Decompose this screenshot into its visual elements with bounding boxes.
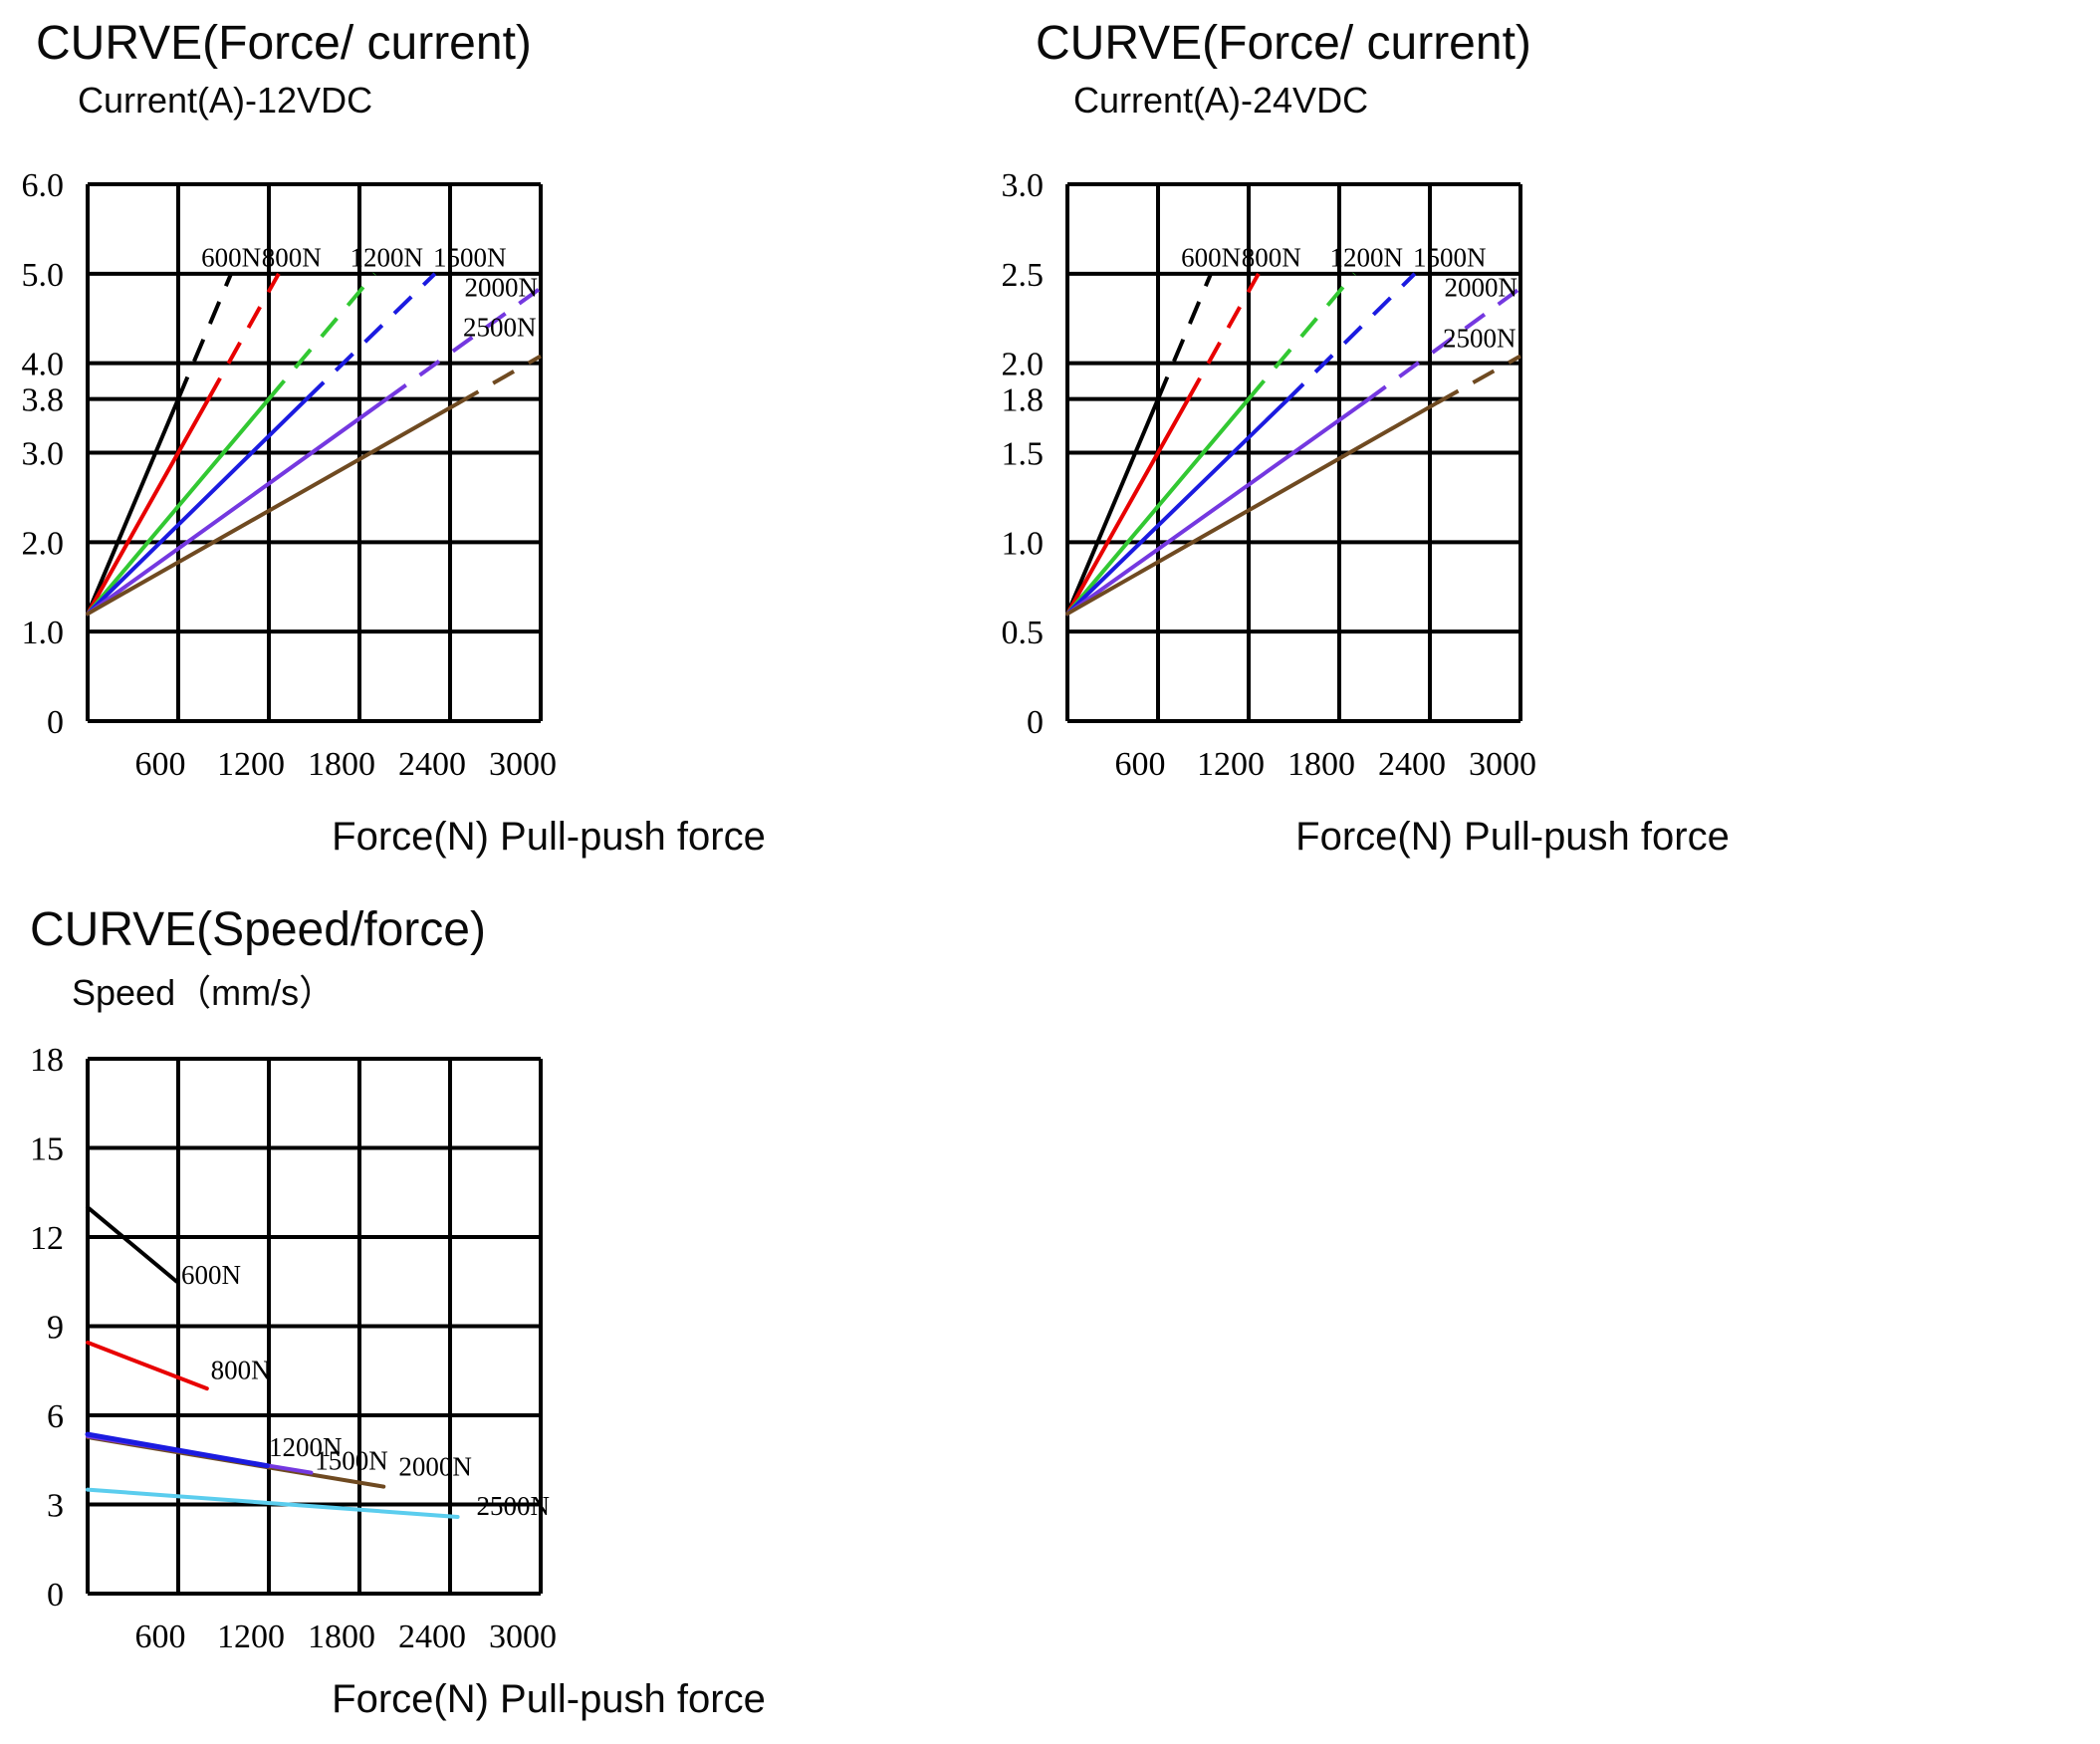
series-line-600N: [86, 396, 180, 617]
x-tick-label-3000: 3000: [489, 1619, 557, 1655]
y-tick-label-3.8: 3.8: [22, 382, 65, 419]
x-tick-label-2400: 2400: [398, 1619, 466, 1655]
series-label-600N: 600N: [1181, 243, 1241, 273]
series-line-1200N: [85, 1431, 270, 1469]
y-tick-label-1.0: 1.0: [22, 615, 65, 651]
series-line-1200N: [86, 396, 271, 617]
y-tick-label-6.0: 6.0: [22, 167, 65, 204]
series-line-2500N: [86, 1487, 460, 1520]
y-tick-label-2.0: 2.0: [22, 525, 65, 562]
x-tick-label-600: 600: [135, 1619, 186, 1655]
y-tick-label-6: 6: [47, 1398, 64, 1435]
chart1-subtitle: Current(A)-12VDC: [78, 80, 373, 121]
y-tick-label-5.0: 5.0: [22, 257, 65, 294]
series-dashed-line-1200N: [267, 272, 376, 400]
series-label-2500N: 2500N: [463, 313, 537, 343]
series-dashed-line-1500N: [1284, 272, 1417, 402]
series-label-800N: 800N: [211, 1356, 271, 1385]
series-label-800N: 800N: [1242, 243, 1301, 273]
series-label-2500N: 2500N: [477, 1491, 550, 1521]
series-label-800N: 800N: [262, 243, 322, 273]
series-line-2000N: [1065, 398, 1369, 617]
series-line-2500N: [86, 401, 460, 617]
series-label-1200N: 1200N: [350, 243, 424, 273]
chart2-subtitle: Current(A)-24VDC: [1073, 80, 1369, 121]
chart-speed-force: 18 15 12 9 6 3 0 600 1200 1800 2400 3000 600N 800N 200…: [30, 1042, 557, 1655]
series-line-1200N: [1065, 396, 1251, 617]
series-line-800N: [1065, 396, 1191, 617]
y-tick-label-2.0: 2.0: [1002, 347, 1045, 383]
series-line-600N: [1065, 396, 1160, 617]
series-dashed-line-2000N: [1365, 286, 1522, 403]
series-dashed-line-600N: [1156, 273, 1213, 400]
chart3-subtitle: Speed（mm/s）: [72, 972, 336, 1013]
series-label-1500N: 1500N: [315, 1445, 388, 1475]
chart1-title: CURVE(Force/ current): [36, 17, 532, 70]
series-line-1500N: [1065, 398, 1288, 617]
chart-force-current-12vdc: 6.0 5.0 4.03.8 3.0 2.0 1.0 0 600 1200 1800 2400 300…: [22, 167, 558, 783]
x-tick-label-1200: 1200: [1197, 746, 1265, 783]
series-label-2000N: 2000N: [1444, 272, 1517, 302]
chart1-x-axis-title: Force(N) Pull-push force: [332, 815, 766, 859]
chart2-x-axis-title: Force(N) Pull-push force: [1295, 815, 1730, 859]
series-line-1500N: [86, 396, 309, 617]
chart3-x-axis-title: Force(N) Pull-push force: [332, 1677, 766, 1721]
series-line-600N: [86, 1205, 179, 1284]
series-line-800N: [86, 396, 211, 617]
series-line-2000N: [86, 396, 389, 617]
series-line-2500N: [1065, 400, 1440, 617]
series-dashed-line-1200N: [1247, 272, 1356, 400]
chart-force-current-24vdc: 3.0 2.5 2.01.8 1.5 1.0 0.5 0 600 1200 1800 2400 300…: [1002, 167, 1537, 783]
series-label-2000N: 2000N: [464, 272, 538, 302]
y-tick-label-3.0: 3.0: [1002, 167, 1045, 204]
x-tick-label-3000: 3000: [489, 746, 557, 783]
y-tick-label-3.0: 3.0: [22, 436, 65, 473]
x-tick-label-1800: 1800: [308, 746, 375, 783]
series-dashed-line-2500N: [1436, 354, 1521, 404]
x-tick-label-2400: 2400: [398, 746, 466, 783]
series-dashed-line-1500N: [305, 272, 437, 401]
x-tick-label-3000: 3000: [1469, 746, 1536, 783]
x-tick-label-600: 600: [1115, 746, 1166, 783]
y-tick-label-15: 15: [30, 1131, 64, 1168]
series-line-800N: [86, 1340, 209, 1391]
series-label-1500N: 1500N: [1413, 243, 1487, 273]
x-tick-label-1800: 1800: [1287, 746, 1355, 783]
x-tick-label-600: 600: [135, 746, 186, 783]
series-label-600N: 600N: [201, 243, 261, 273]
x-tick-label-1200: 1200: [217, 1619, 285, 1655]
y-tick-label-0: 0: [1027, 704, 1044, 741]
series-dashed-line-2500N: [456, 354, 542, 405]
series-label-2000N: 2000N: [398, 1452, 472, 1482]
x-tick-label-1200: 1200: [217, 746, 285, 783]
y-tick-label-9: 9: [47, 1310, 64, 1347]
y-tick-label-1.5: 1.5: [1002, 436, 1045, 473]
y-tick-label-4.0: 4.0: [22, 347, 65, 383]
y-tick-label-2.5: 2.5: [1002, 257, 1045, 294]
series-label-1200N: 1200N: [1330, 243, 1404, 273]
series-label-600N: 600N: [181, 1260, 241, 1290]
y-tick-label-0: 0: [47, 1577, 64, 1614]
y-tick-label-3: 3: [47, 1488, 64, 1525]
y-tick-label-0.5: 0.5: [1002, 615, 1045, 651]
y-tick-label-12: 12: [30, 1220, 64, 1257]
series-dashed-line-2000N: [385, 286, 543, 401]
y-tick-label-0: 0: [47, 704, 64, 741]
chart3-title: CURVE(Speed/force): [30, 903, 486, 956]
series-label-2500N: 2500N: [1443, 323, 1517, 353]
series-dashed-line-600N: [176, 273, 233, 400]
x-tick-label-1800: 1800: [308, 1619, 375, 1655]
y-tick-label-1.0: 1.0: [1002, 525, 1045, 562]
y-tick-label-1.8: 1.8: [1002, 382, 1045, 419]
series-label-1200N: 1200N: [269, 1432, 343, 1462]
series-label-1500N: 1500N: [433, 243, 507, 273]
y-tick-label-18: 18: [30, 1042, 64, 1079]
chart2-title: CURVE(Force/ current): [1036, 17, 1531, 70]
x-tick-label-2400: 2400: [1378, 746, 1446, 783]
